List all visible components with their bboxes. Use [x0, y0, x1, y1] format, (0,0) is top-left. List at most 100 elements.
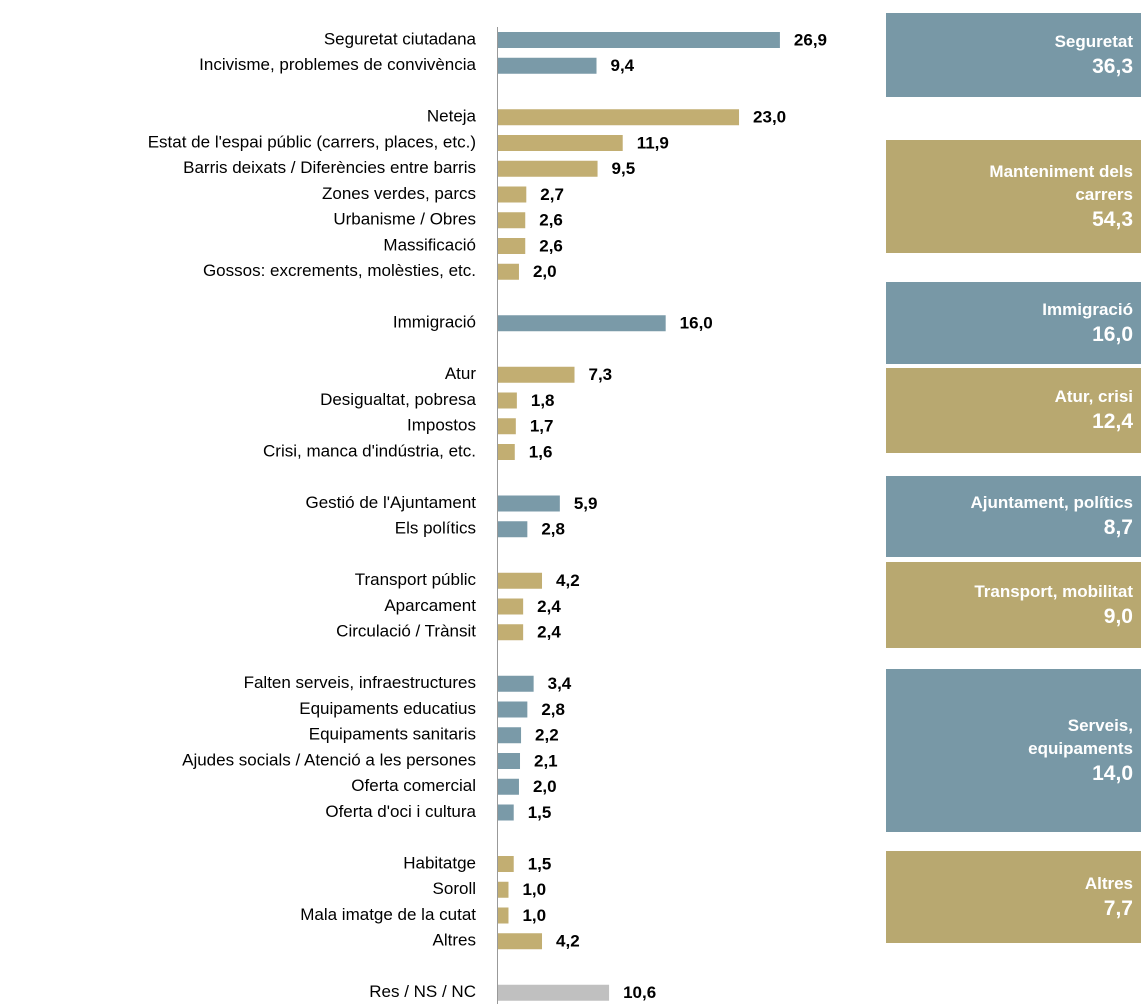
bar	[498, 572, 543, 589]
category-label: Massificació	[383, 235, 476, 254]
group-total: 14,0	[1092, 761, 1133, 785]
group-box: Transport, mobilitat 9,0	[886, 562, 1141, 648]
group-label: Altres	[1084, 873, 1133, 893]
group-box: Immigració 16,0	[886, 282, 1141, 364]
category-label: Desigualtat, pobresa	[320, 390, 476, 409]
category-label: Circulació / Trànsit	[336, 622, 476, 641]
value-label: 2,2	[535, 726, 559, 745]
value-label: 1,5	[528, 803, 552, 822]
category-label: Urbanisme / Obres	[333, 210, 476, 229]
category-label: Transport públic	[355, 570, 477, 589]
category-label: Els polítics	[395, 519, 476, 538]
group-label: Manteniment dels carrers	[989, 161, 1133, 204]
value-label: 2,6	[539, 211, 563, 230]
category-label: Altres	[433, 931, 476, 950]
bar	[498, 444, 515, 460]
value-label: 2,4	[537, 597, 561, 616]
group-label: Serveis, equipaments	[1028, 715, 1133, 758]
category-label: Res / NS / NC	[369, 982, 476, 1001]
group-box: Serveis, equipaments 14,0	[886, 669, 1141, 832]
group-box: Seguretat 36,3	[886, 13, 1141, 97]
value-label: 2,7	[540, 185, 564, 204]
bar	[498, 495, 560, 512]
category-label: Soroll	[433, 879, 476, 898]
value-label: 11,9	[637, 133, 669, 152]
value-label: 1,7	[530, 417, 554, 436]
bar	[498, 727, 522, 744]
group-total: 8,7	[1103, 516, 1133, 539]
value-label: 4,2	[556, 932, 580, 951]
bar	[498, 753, 521, 769]
bar	[498, 624, 524, 641]
group-total: 7,7	[1103, 896, 1133, 920]
group-total: 36,3	[1092, 54, 1133, 78]
category-label: Gestió de l'Ajuntament	[305, 493, 476, 512]
bar	[498, 856, 514, 872]
category-label: Seguretat ciutadana	[324, 29, 477, 48]
value-label: 9,5	[612, 159, 636, 178]
bar	[498, 160, 598, 177]
group-box: Manteniment dels carrers 54,3	[886, 140, 1141, 253]
value-label: 2,8	[541, 520, 565, 539]
group-total: 16,0	[1092, 322, 1133, 346]
category-label: Aparcament	[384, 596, 476, 615]
value-label: 1,5	[528, 854, 552, 873]
bar	[498, 521, 528, 538]
category-label: Incivisme, problemes de convivència	[199, 55, 476, 74]
value-label: 1,6	[529, 442, 553, 461]
bar	[498, 392, 517, 409]
bar	[498, 881, 509, 898]
value-label: 2,0	[533, 262, 557, 281]
category-label: Neteja	[427, 107, 477, 126]
value-label: 5,9	[574, 494, 598, 513]
value-label: 1,0	[522, 906, 546, 925]
group-label: Transport, mobilitat	[974, 581, 1133, 601]
value-label: 7,3	[589, 365, 613, 384]
bar	[498, 263, 519, 280]
value-label: 26,9	[794, 30, 827, 49]
group-box: Altres 7,7	[886, 851, 1141, 943]
value-label: 1,8	[531, 391, 555, 410]
bar	[498, 675, 534, 692]
group-box: Atur, crisi 12,4	[886, 368, 1141, 453]
value-label: 1,0	[522, 880, 546, 899]
bar	[498, 135, 623, 151]
group-total: 9,0	[1103, 604, 1133, 628]
value-label: 2,4	[537, 623, 561, 642]
category-label: Oferta comercial	[351, 776, 476, 795]
bar	[498, 366, 575, 383]
bar	[498, 701, 528, 718]
group-label: Seguretat	[1054, 31, 1133, 51]
bar	[498, 109, 740, 126]
category-label: Falten serveis, infraestructures	[244, 673, 476, 692]
group-label: Atur, crisi	[1054, 387, 1133, 406]
bar	[498, 32, 780, 48]
group-box: Ajuntament, polítics 8,7	[886, 476, 1141, 557]
value-label: 23,0	[753, 108, 786, 127]
bar	[498, 778, 519, 795]
bar	[498, 804, 514, 821]
group-total: 54,3	[1092, 207, 1133, 231]
category-label: Equipaments sanitaris	[309, 725, 476, 744]
category-label: Mala imatge de la cutat	[300, 905, 476, 924]
value-label: 10,6	[623, 983, 656, 1002]
category-label: Crisi, manca d'indústria, etc.	[263, 441, 476, 460]
bar	[498, 418, 516, 435]
category-label: Oferta d'oci i cultura	[325, 802, 476, 821]
category-label: Ajudes socials / Atenció a les persones	[182, 750, 476, 769]
value-label: 16,0	[680, 314, 713, 333]
bar	[498, 57, 597, 74]
group-label: Ajuntament, polítics	[970, 493, 1133, 512]
value-label: 4,2	[556, 571, 580, 590]
category-label: Gossos: excrements, molèsties, etc.	[203, 261, 476, 280]
category-label: Immigració	[393, 313, 476, 332]
value-label: 2,8	[541, 700, 565, 719]
category-label: Estat de l'espai públic (carrers, places…	[148, 132, 476, 151]
group-label: Immigració	[1042, 299, 1133, 319]
category-label: Atur	[445, 364, 477, 383]
category-label: Habitatge	[403, 853, 476, 872]
value-label: 3,4	[548, 674, 572, 693]
group-total: 12,4	[1092, 410, 1133, 433]
